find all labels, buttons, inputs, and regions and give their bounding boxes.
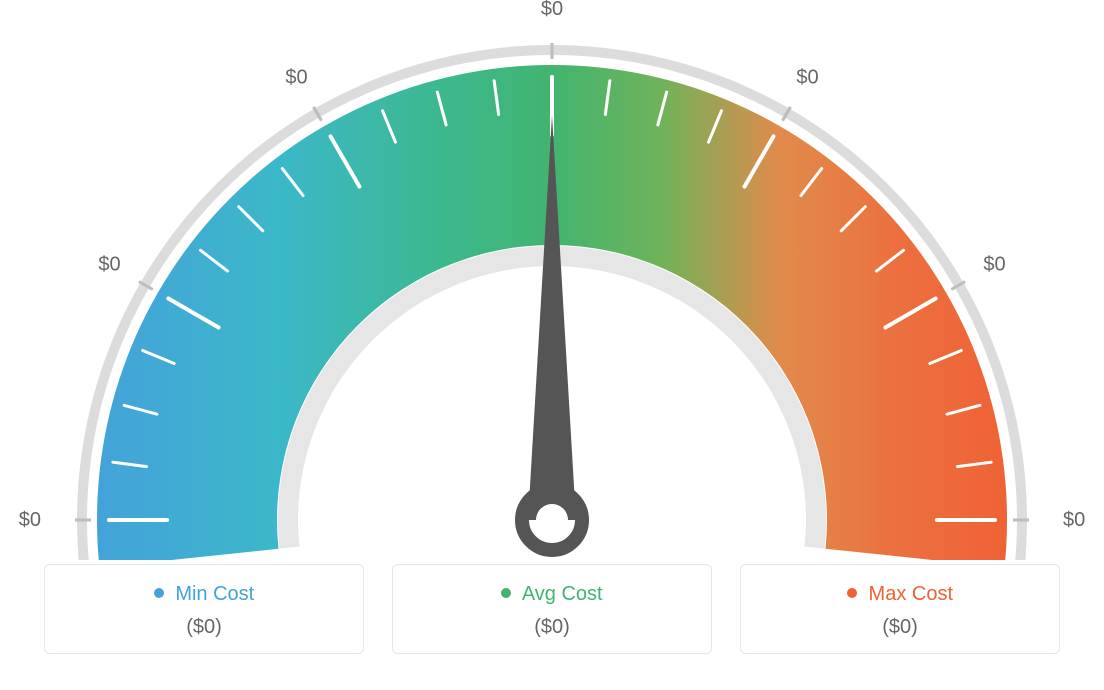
legend-card-avg: Avg Cost ($0) — [392, 564, 712, 654]
svg-text:$0: $0 — [285, 66, 307, 88]
legend-title-max: Max Cost — [741, 583, 1059, 606]
legend-value-min: ($0) — [45, 616, 363, 639]
gauge-chart: $0 $0 $0 $0 $0 $0 $0 — [0, 0, 1104, 560]
svg-text:$0: $0 — [983, 254, 1005, 276]
legend-dot-avg — [501, 588, 511, 598]
legend-value-avg: ($0) — [393, 616, 711, 639]
legend-card-min: Min Cost ($0) — [44, 564, 364, 654]
svg-text:$0: $0 — [796, 66, 818, 88]
legend-label-max: Max Cost — [869, 583, 953, 605]
legend-dot-min — [154, 588, 164, 598]
svg-text:$0: $0 — [1063, 509, 1085, 531]
svg-text:$0: $0 — [19, 509, 41, 531]
legend-value-max: ($0) — [741, 616, 1059, 639]
legend-label-min: Min Cost — [175, 583, 254, 605]
legend-row: Min Cost ($0) Avg Cost ($0) Max Cost ($0… — [0, 564, 1104, 654]
legend-label-avg: Avg Cost — [522, 583, 603, 605]
legend-title-min: Min Cost — [45, 583, 363, 606]
gauge-svg: $0 $0 $0 $0 $0 $0 $0 — [0, 0, 1104, 560]
legend-dot-max — [847, 588, 857, 598]
legend-card-max: Max Cost ($0) — [740, 564, 1060, 654]
svg-text:$0: $0 — [98, 254, 120, 276]
legend-title-avg: Avg Cost — [393, 583, 711, 606]
svg-text:$0: $0 — [541, 0, 563, 20]
